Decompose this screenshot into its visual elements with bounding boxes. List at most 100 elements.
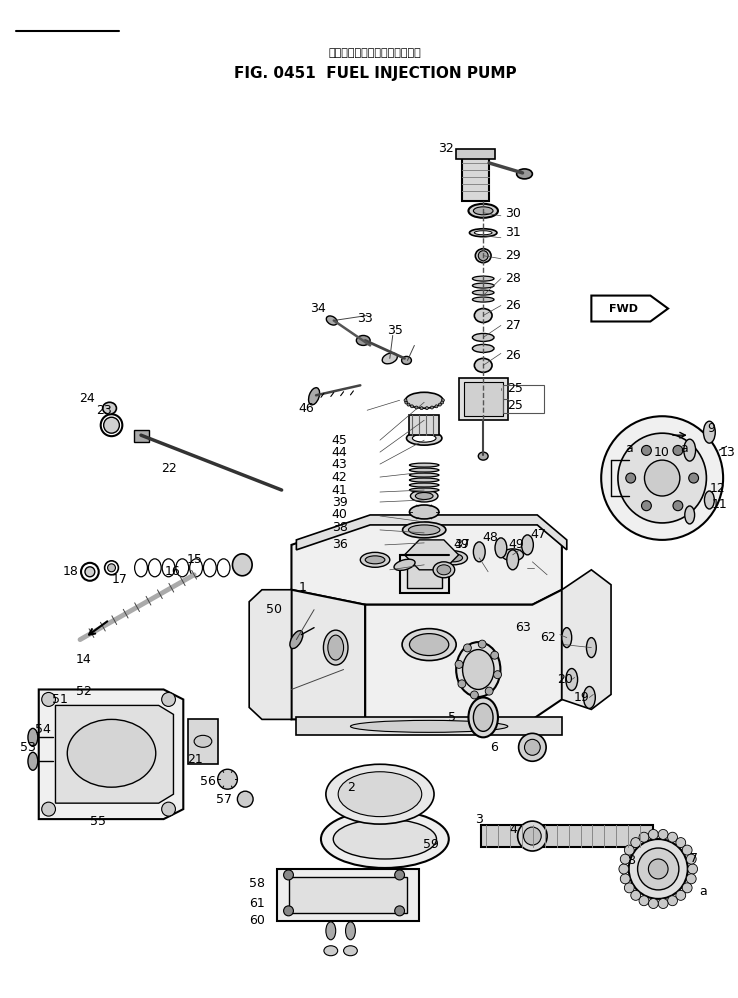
Circle shape — [491, 652, 499, 660]
Ellipse shape — [290, 631, 303, 649]
Ellipse shape — [475, 231, 492, 235]
Text: 39: 39 — [332, 496, 348, 510]
Polygon shape — [297, 515, 567, 550]
Circle shape — [395, 906, 404, 916]
Ellipse shape — [405, 392, 443, 408]
Ellipse shape — [103, 417, 120, 433]
Ellipse shape — [382, 353, 397, 364]
Ellipse shape — [472, 333, 494, 341]
Ellipse shape — [495, 538, 507, 558]
Ellipse shape — [475, 358, 492, 372]
Text: 27: 27 — [505, 319, 521, 332]
Ellipse shape — [433, 562, 455, 578]
Circle shape — [621, 854, 630, 864]
Circle shape — [162, 693, 176, 707]
Circle shape — [485, 688, 493, 696]
Ellipse shape — [472, 276, 494, 281]
Text: 17: 17 — [111, 573, 127, 586]
Ellipse shape — [517, 821, 547, 851]
Circle shape — [626, 473, 635, 483]
Ellipse shape — [456, 642, 500, 697]
Circle shape — [641, 501, 652, 511]
Ellipse shape — [525, 740, 540, 755]
Ellipse shape — [410, 488, 439, 492]
Text: 6: 6 — [490, 741, 498, 753]
Polygon shape — [404, 540, 458, 570]
Circle shape — [631, 890, 641, 900]
Text: FWD: FWD — [610, 303, 638, 313]
Ellipse shape — [507, 550, 519, 570]
Circle shape — [658, 829, 668, 839]
Text: 45: 45 — [331, 434, 348, 447]
Ellipse shape — [440, 551, 467, 565]
Text: 43: 43 — [332, 458, 348, 471]
Circle shape — [618, 433, 706, 523]
Bar — [297, 718, 562, 736]
Polygon shape — [292, 590, 365, 720]
Ellipse shape — [232, 554, 252, 576]
Circle shape — [410, 405, 413, 408]
Ellipse shape — [402, 629, 456, 661]
Bar — [399, 555, 449, 593]
Ellipse shape — [413, 434, 436, 442]
Ellipse shape — [394, 559, 415, 571]
Ellipse shape — [463, 650, 494, 690]
Polygon shape — [55, 706, 173, 803]
Circle shape — [601, 416, 723, 540]
Circle shape — [425, 406, 428, 409]
Ellipse shape — [321, 810, 449, 868]
Text: 23: 23 — [96, 404, 111, 417]
Circle shape — [686, 854, 696, 864]
Polygon shape — [249, 590, 292, 720]
Ellipse shape — [519, 734, 546, 761]
Ellipse shape — [28, 752, 38, 770]
Circle shape — [407, 403, 410, 406]
Ellipse shape — [410, 483, 439, 487]
Ellipse shape — [344, 946, 357, 956]
Text: 44: 44 — [332, 446, 348, 459]
Text: 14: 14 — [76, 653, 92, 666]
Ellipse shape — [85, 567, 94, 577]
Circle shape — [494, 671, 502, 679]
Circle shape — [463, 644, 472, 652]
Ellipse shape — [408, 525, 440, 535]
Bar — [503, 385, 544, 413]
Ellipse shape — [703, 421, 715, 443]
Ellipse shape — [523, 827, 541, 845]
Ellipse shape — [475, 308, 492, 322]
Text: 37: 37 — [454, 538, 469, 551]
Text: 28: 28 — [505, 272, 521, 285]
Bar — [188, 720, 218, 764]
Bar — [410, 415, 439, 435]
Circle shape — [438, 403, 441, 406]
Ellipse shape — [365, 556, 385, 564]
Text: 35: 35 — [387, 324, 403, 337]
Ellipse shape — [326, 316, 337, 325]
Polygon shape — [591, 295, 668, 321]
Bar — [289, 877, 407, 913]
Circle shape — [682, 883, 692, 893]
Circle shape — [415, 406, 418, 409]
Circle shape — [430, 406, 433, 409]
Ellipse shape — [326, 922, 336, 940]
Polygon shape — [562, 570, 611, 710]
Ellipse shape — [194, 736, 212, 748]
Circle shape — [420, 406, 423, 409]
Ellipse shape — [410, 468, 439, 472]
Ellipse shape — [629, 839, 688, 899]
Polygon shape — [365, 590, 562, 720]
Ellipse shape — [67, 720, 156, 787]
Circle shape — [624, 845, 634, 855]
Text: 63: 63 — [514, 621, 531, 634]
Ellipse shape — [415, 493, 433, 499]
Ellipse shape — [410, 473, 439, 477]
Circle shape — [478, 640, 486, 648]
Ellipse shape — [472, 297, 494, 302]
Bar — [481, 825, 653, 847]
Text: 22: 22 — [161, 462, 176, 475]
Text: 42: 42 — [332, 471, 348, 484]
Bar — [461, 156, 489, 201]
Ellipse shape — [410, 634, 449, 656]
Circle shape — [283, 870, 294, 880]
Ellipse shape — [345, 922, 356, 940]
